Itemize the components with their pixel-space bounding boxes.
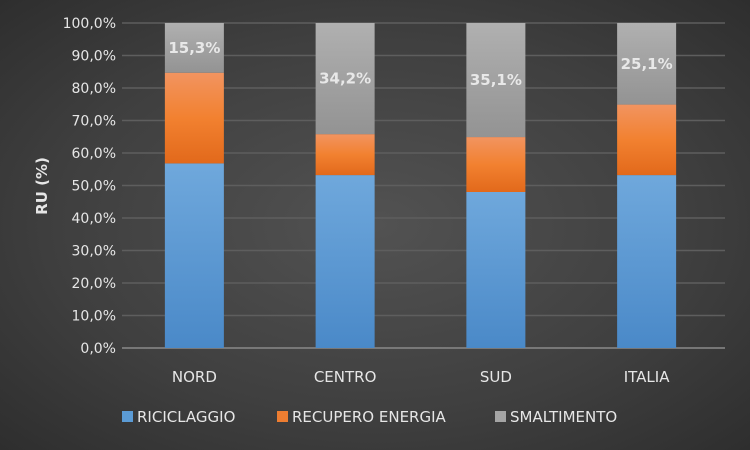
bar-recupero-energia-sud [466,137,526,192]
bar-recupero-energia-centro [315,134,375,176]
legend-swatch [122,411,133,422]
bar-recupero-energia-nord [164,72,224,164]
bar-riciclaggio-sud [466,192,526,348]
y-tick-label: 60,0% [72,146,116,162]
bar-recupero-energia-italia [617,104,677,176]
x-tick-label: NORD [172,368,217,386]
bar-riciclaggio-centro [315,175,375,348]
y-tick-label: 0,0% [80,341,116,357]
y-axis-title: RU (%) [33,157,51,215]
legend-swatch [277,411,288,422]
x-tick-label: SUD [480,368,512,386]
y-tick-label: 80,0% [72,81,116,97]
legend-swatch [495,411,506,422]
legend-label: RECUPERO ENERGIA [292,408,447,426]
y-tick-label: 40,0% [72,211,116,227]
y-tick-label: 50,0% [72,179,116,195]
bar-riciclaggio-nord [164,163,224,348]
y-tick-label: 70,0% [72,114,116,130]
y-tick-label: 20,0% [72,276,116,292]
bar-smaltimento-nord [164,23,224,73]
data-label: 34,2% [319,70,371,88]
data-label: 25,1% [621,55,673,73]
bar-riciclaggio-italia [617,175,677,348]
legend-label: RICICLAGGIO [137,408,235,426]
x-tick-label: CENTRO [314,368,377,386]
bar-smaltimento-sud [466,23,526,138]
bar-smaltimento-italia [617,23,677,105]
y-tick-label: 90,0% [72,49,116,65]
y-tick-label: 10,0% [72,309,116,325]
data-label: 15,3% [168,39,220,57]
bar-smaltimento-centro [315,23,375,135]
data-label: 35,1% [470,71,522,89]
legend-label: SMALTIMENTO [510,408,617,426]
x-tick-label: ITALIA [624,368,670,386]
y-tick-label: 30,0% [72,244,116,260]
y-tick-label: 100,0% [63,16,116,32]
